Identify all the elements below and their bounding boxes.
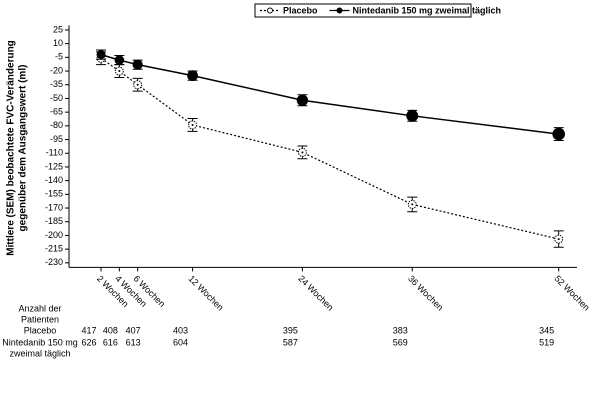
point-center	[136, 83, 139, 86]
point	[552, 127, 565, 141]
point	[96, 50, 106, 60]
count: 417	[82, 325, 97, 335]
x-tick-label: 12 Wochen	[186, 273, 225, 312]
y-tick-label: -65	[50, 107, 63, 117]
y-tick-label: -5	[55, 52, 63, 62]
table-title: Patienten	[21, 314, 59, 324]
y-tick-label: 25	[53, 24, 63, 34]
point-center	[411, 203, 414, 206]
y-tick-label: -50	[50, 93, 63, 103]
y-axis-label: gegenüber dem Ausgangswert (ml)	[18, 65, 29, 232]
legend-box	[254, 3, 472, 18]
y-tick-label: -155	[45, 189, 63, 199]
y-axis-label: Mittlere (SEM) beobachtete FVC-Veränderu…	[6, 40, 17, 256]
y-tick-label: -110	[46, 148, 63, 158]
count: 383	[393, 325, 408, 335]
point	[296, 94, 309, 106]
series-line	[100, 53, 559, 135]
count: 569	[393, 337, 408, 347]
point	[132, 59, 143, 70]
count: 519	[539, 337, 554, 347]
legend-label: Nintedanib 150 mg zweimal täglich	[353, 5, 502, 15]
y-tick-label: -140	[45, 175, 63, 185]
legend-label: Placebo	[283, 5, 318, 15]
x-tick-label: 24 Wochen	[296, 273, 335, 312]
count: 587	[283, 337, 298, 347]
series-line	[100, 57, 559, 240]
count: 616	[103, 337, 118, 347]
point-center	[118, 70, 121, 73]
x-tick-label: 36 Wochen	[406, 273, 445, 312]
row-label: zweimal täglich	[9, 348, 70, 358]
count: 613	[126, 337, 141, 347]
y-tick-label: 10	[53, 38, 63, 48]
x-tick-label: 52 Wochen	[553, 273, 592, 312]
y-tick-label: -170	[45, 202, 63, 212]
y-tick-label: -185	[45, 216, 63, 226]
count: 408	[103, 325, 118, 335]
count: 407	[126, 325, 141, 335]
y-tick-label: -230	[45, 257, 63, 267]
y-tick-label: -95	[50, 134, 63, 144]
row-label: Nintedanib 150 mg	[2, 337, 78, 347]
y-tick-label: -35	[50, 79, 63, 89]
y-tick-label: -80	[50, 120, 63, 130]
legend-marker	[336, 7, 343, 14]
y-tick-label: -215	[45, 244, 63, 254]
point-center	[301, 151, 304, 154]
legend-marker	[267, 7, 273, 14]
y-tick-label: -200	[45, 230, 63, 240]
table-title: Anzahl der	[18, 303, 61, 313]
count: 403	[173, 325, 188, 335]
count: 345	[539, 325, 554, 335]
count: 604	[173, 337, 188, 347]
row-label: Placebo	[24, 325, 57, 335]
point	[114, 55, 125, 65]
y-tick-label: -125	[45, 161, 63, 171]
count: 395	[283, 325, 298, 335]
count: 626	[82, 337, 97, 347]
point-center	[191, 123, 194, 126]
point-center	[557, 238, 560, 241]
y-tick-label: -20	[50, 65, 63, 75]
point	[406, 109, 419, 122]
point	[187, 70, 198, 82]
